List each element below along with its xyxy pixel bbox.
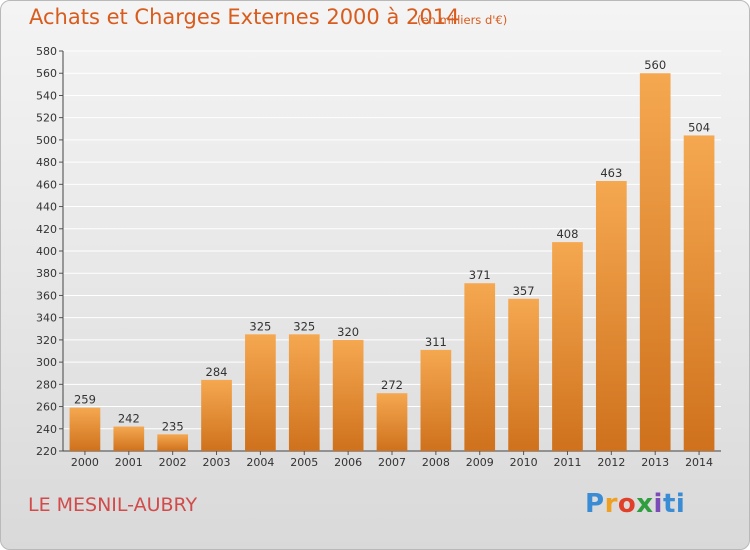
commune-name: LE MESNIL-AUBRY	[28, 494, 198, 516]
x-tick-label: 2005	[290, 456, 318, 469]
axes: 220 240 260 280 300 320 340 360 380 400 420 440 460 4…	[36, 45, 721, 469]
y-tick-label: 460	[36, 178, 57, 191]
bar	[376, 393, 408, 451]
x-tick-label: 2012	[597, 456, 625, 469]
bar-value-label: 325	[249, 319, 271, 333]
chart-title: Achats et Charges Externes 2000 à 2014	[29, 5, 460, 29]
logo-letter: o	[617, 489, 637, 519]
bar-value-label: 242	[118, 412, 140, 426]
y-tick-label: 380	[36, 267, 57, 280]
bar	[639, 73, 671, 451]
bar	[69, 407, 101, 451]
x-tick-label: 2001	[115, 456, 143, 469]
y-tick-label: 520	[36, 112, 57, 125]
bar-value-label: 408	[556, 227, 578, 241]
bar-value-label: 272	[381, 378, 403, 392]
y-tick-label: 500	[36, 134, 57, 147]
x-tick-label: 2014	[685, 456, 713, 469]
logo-letter: i	[653, 489, 663, 519]
x-tick-label: 2007	[378, 456, 406, 469]
y-tick-label: 360	[36, 289, 57, 302]
bar	[332, 339, 364, 451]
y-tick-label: 220	[36, 445, 57, 458]
bar	[552, 242, 583, 451]
x-tick-label: 2011	[553, 456, 581, 469]
bar	[157, 434, 189, 451]
bar	[683, 135, 715, 451]
y-tick-label: 260	[36, 401, 57, 414]
x-tick-label: 2009	[466, 456, 494, 469]
bar	[113, 426, 145, 451]
x-tick-label: 2004	[246, 456, 274, 469]
bar-value-label: 311	[425, 335, 447, 349]
bar-value-label: 259	[74, 393, 96, 407]
bar	[201, 379, 232, 451]
x-tick-label: 2010	[510, 456, 538, 469]
y-tick-label: 440	[36, 201, 57, 214]
chart-subtitle: (en milliers d'€)	[417, 13, 508, 27]
bar-value-label: 560	[644, 58, 666, 72]
y-tick-label: 540	[36, 89, 57, 102]
bar	[245, 334, 276, 451]
bar-value-label: 325	[293, 319, 315, 333]
y-tick-label: 560	[36, 67, 57, 80]
x-tick-label: 2013	[641, 456, 669, 469]
x-tick-label: 2002	[159, 456, 187, 469]
bar	[288, 334, 320, 451]
y-tick-label: 420	[36, 223, 57, 236]
bar	[420, 349, 452, 451]
bar-value-label: 371	[469, 268, 491, 282]
bar-value-label: 320	[337, 325, 359, 339]
bar-value-label: 463	[600, 166, 622, 180]
logo-letter: r	[604, 489, 618, 519]
logo-letter: ti	[662, 489, 686, 519]
x-tick-label: 2006	[334, 456, 362, 469]
x-tick-label: 2008	[422, 456, 450, 469]
x-tick-label: 2000	[71, 456, 99, 469]
x-tick-label: 2003	[203, 456, 231, 469]
bar	[464, 283, 496, 451]
y-tick-label: 320	[36, 334, 57, 347]
logo-letter: x	[636, 489, 654, 519]
y-tick-label: 580	[36, 45, 57, 58]
bar-value-label: 357	[513, 284, 535, 298]
logo-letter: P	[585, 489, 605, 519]
y-tick-label: 340	[36, 312, 57, 325]
bar	[508, 298, 539, 451]
bar-value-label: 504	[688, 120, 710, 134]
y-tick-label: 400	[36, 245, 57, 258]
y-tick-label: 240	[36, 423, 57, 436]
proxiti-logo: Proxiti	[585, 489, 685, 519]
data-labels: 259 242 235 284 325 325 320 272 311 371 357 408 463 5…	[74, 58, 710, 433]
y-tick-label: 280	[36, 378, 57, 391]
y-tick-label: 300	[36, 356, 57, 369]
bar-value-label: 235	[162, 419, 184, 433]
bar-value-label: 284	[206, 365, 228, 379]
bars	[69, 73, 715, 451]
bar	[595, 181, 627, 451]
y-tick-label: 480	[36, 156, 57, 169]
